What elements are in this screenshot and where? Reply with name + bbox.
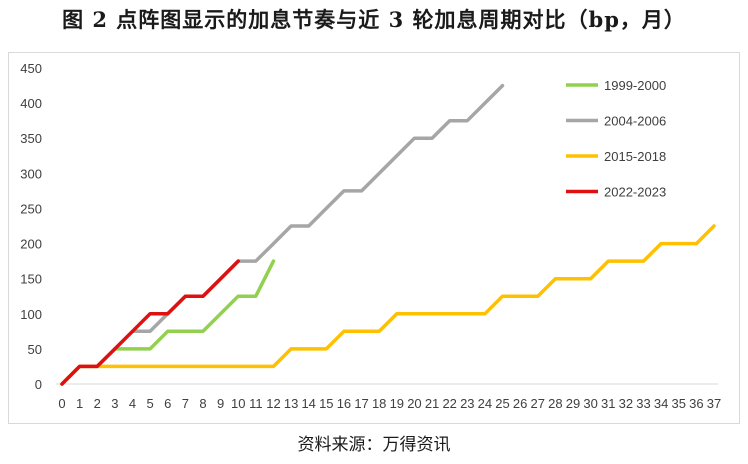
x-tick-label: 34 [654, 396, 668, 411]
y-tick-label: 350 [20, 131, 42, 146]
series-line-2004-2006 [60, 83, 505, 386]
y-tick-label: 250 [20, 201, 42, 216]
x-tick-label: 14 [301, 396, 315, 411]
series-line-2022-2023 [60, 259, 240, 386]
x-tick-label: 33 [636, 396, 650, 411]
x-tick-label: 19 [390, 396, 404, 411]
x-tick-label: 0 [58, 396, 65, 411]
x-tick-label: 18 [372, 396, 386, 411]
x-tick-label: 3 [111, 396, 118, 411]
x-tick-label: 10 [231, 396, 245, 411]
x-tick-label: 11 [249, 396, 263, 411]
x-tick-label: 37 [707, 396, 721, 411]
series-line-2015-2018 [60, 224, 716, 386]
x-tick-label: 1 [76, 396, 83, 411]
y-tick-label: 50 [28, 342, 42, 357]
x-tick-label: 15 [319, 396, 333, 411]
y-tick-label: 200 [20, 237, 42, 252]
x-tick-label: 23 [460, 396, 474, 411]
legend-label: 2004-2006 [604, 114, 666, 129]
x-tick-label: 21 [425, 396, 439, 411]
x-tick-label: 9 [217, 396, 224, 411]
y-tick-label: 150 [20, 272, 42, 287]
x-tick-label: 20 [407, 396, 421, 411]
legend-label: 2015-2018 [604, 149, 666, 164]
y-tick-label: 400 [20, 96, 42, 111]
source-note: 资料来源：万得资讯 [297, 435, 451, 455]
x-tick-label: 7 [182, 396, 189, 411]
x-tick-label: 36 [689, 396, 703, 411]
x-tick-label: 25 [495, 396, 509, 411]
y-tick-label: 0 [35, 377, 42, 392]
y-tick-label: 450 [20, 61, 42, 76]
x-tick-label: 17 [354, 396, 368, 411]
x-tick-label: 26 [513, 396, 527, 411]
x-tick-label: 16 [337, 396, 351, 411]
x-tick-label: 5 [146, 396, 153, 411]
y-tick-label: 100 [20, 307, 42, 322]
x-tick-label: 27 [531, 396, 545, 411]
x-tick-label: 8 [199, 396, 206, 411]
x-tick-label: 29 [566, 396, 580, 411]
x-tick-label: 6 [164, 396, 171, 411]
x-tick-label: 12 [266, 396, 280, 411]
legend-label: 2022-2023 [604, 185, 666, 200]
x-tick-label: 24 [478, 396, 492, 411]
x-tick-label: 4 [129, 396, 136, 411]
chart-frame [8, 52, 740, 424]
x-tick-label: 35 [672, 396, 686, 411]
x-tick-label: 28 [548, 396, 562, 411]
chart-title: 图 2 点阵图显示的加息节奏与近 3 轮加息周期对比（bp，月） [62, 7, 686, 32]
x-tick-label: 13 [284, 396, 298, 411]
x-tick-label: 30 [583, 396, 597, 411]
y-tick-label: 300 [20, 166, 42, 181]
x-tick-label: 22 [442, 396, 456, 411]
x-tick-label: 2 [94, 396, 101, 411]
x-tick-label: 31 [601, 396, 615, 411]
x-tick-label: 32 [619, 396, 633, 411]
legend-label: 1999-2000 [604, 78, 666, 93]
